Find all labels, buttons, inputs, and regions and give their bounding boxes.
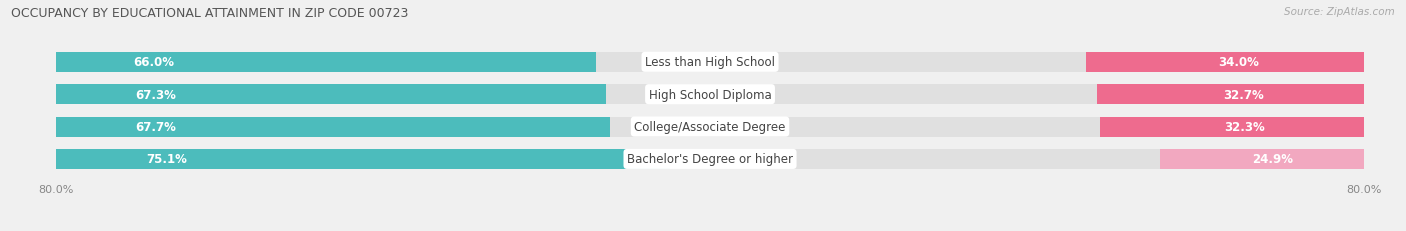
Text: 75.1%: 75.1% (146, 153, 187, 166)
Text: Bachelor's Degree or higher: Bachelor's Degree or higher (627, 153, 793, 166)
Text: College/Associate Degree: College/Associate Degree (634, 121, 786, 134)
Bar (56, 149, 1364, 169)
Bar (56, 52, 1364, 73)
Bar (1085, 52, 1364, 73)
Bar (1099, 117, 1364, 137)
Text: Less than High School: Less than High School (645, 56, 775, 69)
Text: Source: ZipAtlas.com: Source: ZipAtlas.com (1284, 7, 1395, 17)
Text: High School Diploma: High School Diploma (648, 88, 772, 101)
Bar (56, 117, 1364, 137)
Bar (56, 85, 1364, 105)
Text: 32.3%: 32.3% (1225, 121, 1265, 134)
Text: 66.0%: 66.0% (132, 56, 174, 69)
Bar (1160, 149, 1364, 169)
Bar (56, 85, 606, 105)
Bar (56, 149, 671, 169)
Legend: Owner-occupied, Renter-occupied: Owner-occupied, Renter-occupied (585, 228, 835, 231)
Text: 24.9%: 24.9% (1251, 153, 1292, 166)
Text: 67.7%: 67.7% (135, 121, 176, 134)
Bar (56, 117, 610, 137)
Text: OCCUPANCY BY EDUCATIONAL ATTAINMENT IN ZIP CODE 00723: OCCUPANCY BY EDUCATIONAL ATTAINMENT IN Z… (11, 7, 409, 20)
Bar (1097, 85, 1364, 105)
Text: 34.0%: 34.0% (1219, 56, 1260, 69)
Text: 67.3%: 67.3% (135, 88, 176, 101)
Text: 32.7%: 32.7% (1223, 88, 1264, 101)
Bar (56, 52, 596, 73)
